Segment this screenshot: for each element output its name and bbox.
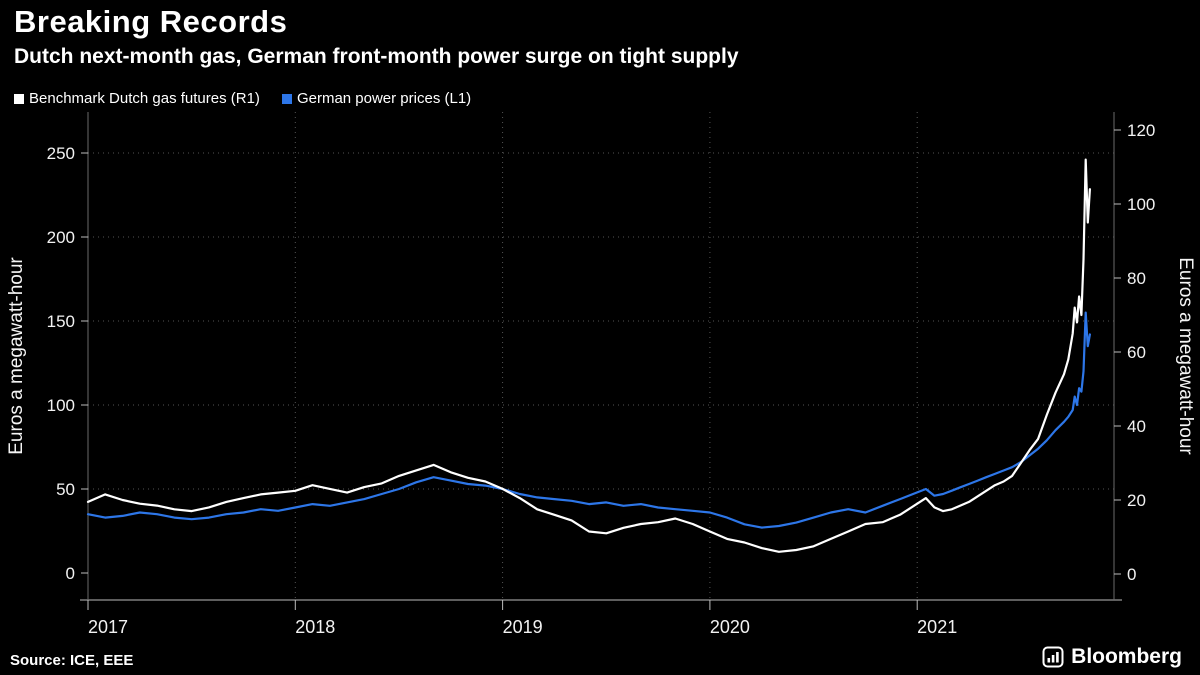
right-axis-title: Euros a megawatt-hour — [1175, 257, 1196, 455]
bloomberg-logo: Bloomberg — [1042, 645, 1182, 669]
svg-text:200: 200 — [47, 228, 75, 247]
svg-text:120: 120 — [1127, 121, 1155, 140]
svg-text:250: 250 — [47, 144, 75, 163]
gas-series-swatch — [14, 93, 24, 104]
gas-series-line — [86, 158, 1092, 553]
svg-text:80: 80 — [1127, 269, 1146, 288]
svg-text:100: 100 — [1127, 195, 1155, 214]
svg-text:40: 40 — [1127, 417, 1146, 436]
source-text: Source: ICE, EEE — [10, 652, 134, 669]
legend-item-gas: Benchmark Dutch gas futures (R1) — [14, 90, 260, 107]
svg-text:50: 50 — [56, 480, 75, 499]
power-series-line — [86, 311, 1092, 529]
bloomberg-wordmark: Bloomberg — [1071, 645, 1182, 668]
legend-label-power: German power prices (L1) — [296, 90, 472, 107]
legend: Benchmark Dutch gas futures (R1) German … — [14, 90, 471, 107]
svg-text:0: 0 — [66, 564, 75, 583]
svg-text:100: 100 — [47, 396, 75, 415]
page-title: Breaking Records — [14, 4, 288, 39]
svg-text:20: 20 — [1127, 491, 1146, 510]
svg-text:2021: 2021 — [917, 617, 957, 637]
svg-text:0: 0 — [1127, 565, 1136, 584]
svg-text:2017: 2017 — [88, 617, 128, 637]
page-subtitle: Dutch next-month gas, German front-month… — [14, 45, 739, 68]
left-axis-title: Euros a megawatt-hour — [6, 257, 27, 455]
svg-text:2019: 2019 — [503, 617, 543, 637]
power-series-swatch — [281, 93, 292, 104]
svg-text:150: 150 — [47, 312, 75, 331]
legend-label-gas: Benchmark Dutch gas futures (R1) — [29, 90, 260, 107]
legend-item-power: German power prices (L1) — [281, 90, 472, 107]
bloomberg-logo-icon — [1042, 646, 1064, 668]
svg-text:2018: 2018 — [295, 617, 335, 637]
svg-text:60: 60 — [1127, 343, 1146, 362]
svg-text:2020: 2020 — [710, 617, 750, 637]
